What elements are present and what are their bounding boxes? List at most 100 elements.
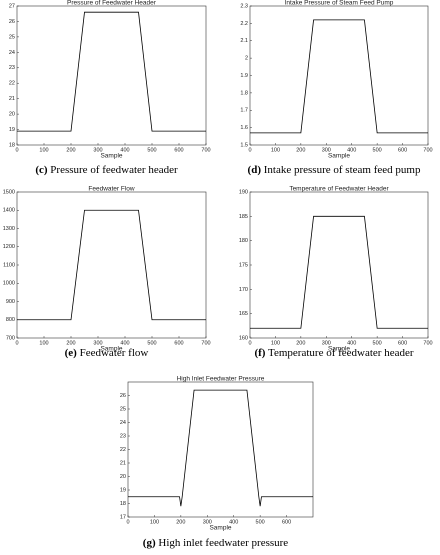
caption-text: Intake pressure of steam feed pump: [264, 164, 421, 176]
chart-title: High Inlet Feedwater Pressure: [177, 376, 265, 383]
caption-label: (d): [248, 164, 262, 176]
caption: (f) Temperature of feedwater header: [254, 347, 413, 359]
x-tick-label: 200: [296, 147, 305, 153]
y-tick-label: 19: [120, 487, 126, 493]
x-tick-label: 300: [203, 519, 212, 525]
y-tick-label: 1400: [3, 208, 15, 214]
caption: (c) Pressure of feedwater header: [35, 164, 178, 176]
plot-area: [249, 5, 429, 146]
y-tick-label: 175: [239, 262, 248, 268]
y-tick-label: 17: [120, 514, 126, 520]
x-tick-label: 700: [201, 340, 210, 346]
y-tick-label: 21: [9, 96, 15, 102]
x-axis-label: Sample: [100, 346, 122, 353]
y-tick-label: 19: [9, 127, 15, 133]
y-tick-label: 27: [9, 3, 15, 9]
caption-text: Feedwater flow: [80, 347, 149, 359]
x-tick-label: 300: [322, 147, 331, 153]
y-tick-label: 25: [120, 406, 126, 412]
x-tick-label: 500: [256, 519, 265, 525]
x-tick-label: 300: [322, 340, 331, 346]
y-tick-label: 2.1: [240, 38, 248, 44]
y-tick-label: 26: [9, 19, 15, 25]
x-tick-label: 100: [39, 147, 48, 153]
x-tick-label: 600: [174, 147, 183, 153]
data-line: [128, 389, 313, 507]
caption-text: High inlet feedwater pressure: [158, 537, 288, 549]
data-line: [250, 19, 428, 134]
y-tick-label: 22: [120, 447, 126, 453]
caption: (g) High inlet feedwater pressure: [143, 537, 289, 549]
x-tick-label: 500: [147, 340, 156, 346]
y-tick-label: 170: [239, 287, 248, 293]
y-tick-label: 1.9: [240, 73, 248, 79]
x-tick-label: 400: [347, 147, 356, 153]
y-tick-label: 190: [239, 189, 248, 195]
x-tick-label: 700: [201, 147, 210, 153]
y-tick-label: 20: [120, 474, 126, 480]
x-tick-label: 600: [174, 340, 183, 346]
y-tick-label: 165: [239, 311, 248, 317]
plot-area: [127, 381, 314, 518]
data-line: [250, 215, 428, 329]
x-tick-label: 600: [398, 340, 407, 346]
x-tick-label: 0: [126, 519, 129, 525]
caption-text: Pressure of feedwater header: [50, 164, 178, 176]
y-tick-label: 21: [120, 460, 126, 466]
x-tick-label: 0: [15, 147, 18, 153]
x-tick-label: 100: [271, 147, 280, 153]
y-tick-label: 1.8: [240, 90, 248, 96]
x-tick-label: 100: [39, 340, 48, 346]
x-tick-label: 300: [93, 340, 102, 346]
plot-area: [16, 5, 207, 146]
y-tick-label: 1300: [3, 226, 15, 232]
caption: (d) Intake pressure of steam feed pump: [248, 164, 421, 176]
y-tick-label: 800: [6, 317, 15, 323]
y-tick-label: 1.6: [240, 125, 248, 131]
plot-area: [249, 191, 429, 339]
chart-title: Temperature of Feedwater Header: [289, 186, 389, 193]
data-line: [17, 11, 206, 132]
y-tick-label: 1.5: [240, 142, 248, 148]
x-tick-label: 600: [398, 147, 407, 153]
caption-text: Temperature of feedwater header: [268, 347, 414, 359]
caption-label: (c): [35, 164, 48, 176]
y-tick-label: 1500: [3, 189, 15, 195]
x-tick-label: 500: [373, 340, 382, 346]
y-tick-label: 1.7: [240, 108, 248, 114]
x-axis-label: Sample: [209, 525, 231, 532]
x-tick-label: 0: [248, 147, 251, 153]
y-tick-label: 900: [6, 299, 15, 305]
y-tick-label: 18: [120, 501, 126, 507]
data-line: [17, 209, 206, 321]
x-tick-label: 200: [66, 340, 75, 346]
y-tick-label: 22: [9, 81, 15, 87]
y-tick-label: 2.2: [240, 21, 248, 27]
caption: (e) Feedwater flow: [65, 347, 149, 359]
x-tick-label: 300: [93, 147, 102, 153]
chart-title: Feedwater Flow: [88, 186, 135, 193]
y-tick-label: 185: [239, 214, 248, 220]
x-tick-label: 400: [347, 340, 356, 346]
x-tick-label: 700: [423, 147, 432, 153]
y-tick-label: 1000: [3, 281, 15, 287]
x-tick-label: 400: [120, 340, 129, 346]
caption-label: (e): [65, 347, 78, 359]
y-tick-label: 20: [9, 112, 15, 118]
x-tick-label: 0: [248, 340, 251, 346]
x-tick-label: 200: [176, 519, 185, 525]
y-tick-label: 700: [6, 335, 15, 341]
y-tick-label: 18: [9, 142, 15, 148]
y-tick-label: 23: [120, 433, 126, 439]
y-tick-label: 160: [239, 335, 248, 341]
y-tick-label: 25: [9, 34, 15, 40]
y-tick-label: 1200: [3, 244, 15, 250]
x-tick-label: 200: [296, 340, 305, 346]
x-tick-label: 700: [423, 340, 432, 346]
x-axis-label: Sample: [328, 153, 350, 160]
x-tick-label: 500: [147, 147, 156, 153]
y-tick-label: 24: [120, 420, 126, 426]
x-tick-label: 600: [282, 519, 291, 525]
y-tick-label: 2: [245, 56, 248, 62]
